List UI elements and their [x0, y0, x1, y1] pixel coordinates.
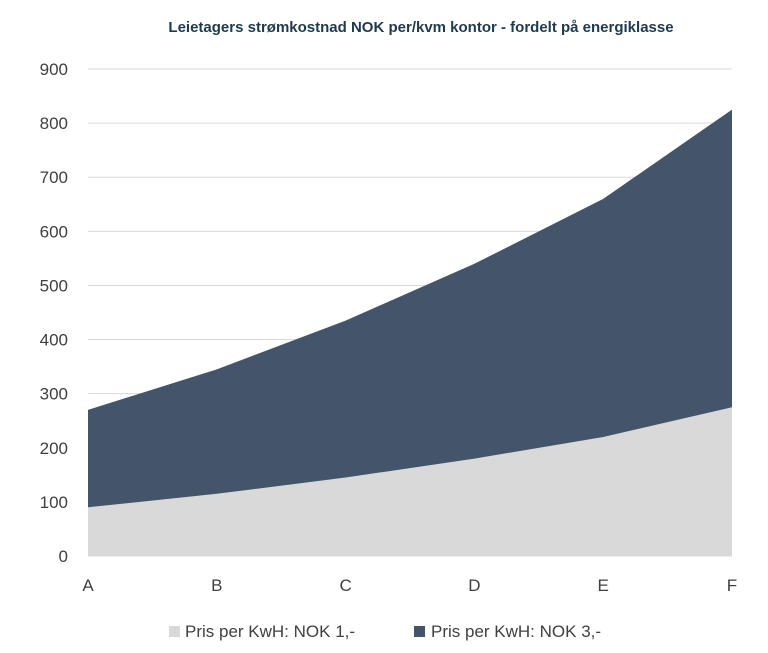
y-tick-label: 800	[40, 114, 68, 133]
y-tick-label: 900	[40, 60, 68, 79]
y-tick-label: 700	[40, 168, 68, 187]
legend-label-nok-3: Pris per KwH: NOK 3,-	[431, 622, 601, 641]
chart-title: Leietagers strømkostnad NOK per/kvm kont…	[168, 19, 673, 36]
y-tick-label: 200	[40, 439, 68, 458]
x-tick-label: C	[339, 576, 351, 595]
x-tick-label: B	[211, 576, 222, 595]
legend-label-nok-1: Pris per KwH: NOK 1,-	[185, 622, 355, 641]
y-tick-label: 300	[40, 385, 68, 404]
legend-swatch-nok-3	[414, 626, 425, 637]
x-tick-label: F	[727, 576, 737, 595]
x-tick-label: A	[82, 576, 94, 595]
x-tick-label: D	[468, 576, 480, 595]
y-tick-label: 0	[59, 547, 68, 566]
legend: Pris per KwH: NOK 1,- Pris per KwH: NOK …	[169, 622, 601, 641]
x-tick-label: E	[598, 576, 609, 595]
y-tick-label: 400	[40, 331, 68, 350]
y-tick-label: 100	[40, 493, 68, 512]
area-nok-1	[88, 407, 732, 556]
y-tick-label: 500	[40, 276, 68, 295]
y-tick-label: 600	[40, 222, 68, 241]
y-axis-ticks: 0 100 200 300 400 500 600 700 800 900	[40, 60, 68, 566]
legend-swatch-nok-1	[169, 626, 180, 637]
x-axis-ticks: A B C D E F	[82, 576, 737, 595]
area-series	[88, 109, 732, 556]
